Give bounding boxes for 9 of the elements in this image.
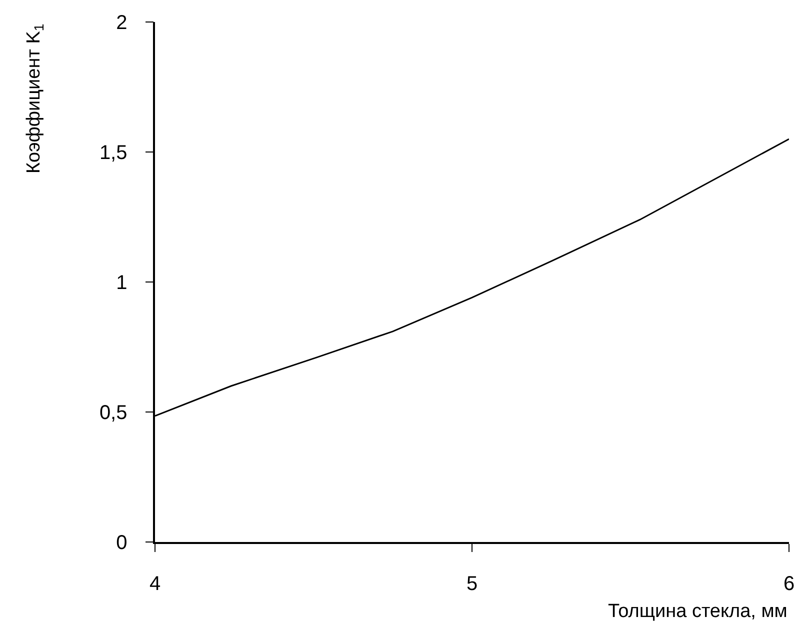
y-tick-label: 1,5 xyxy=(99,142,128,164)
y-tick-label: 0,5 xyxy=(99,402,128,424)
y-tick-label: 2 xyxy=(116,12,128,34)
x-axis-title: Толщина стекла, мм xyxy=(608,601,788,622)
y-tick-label: 0 xyxy=(116,532,128,554)
x-tick-label: 4 xyxy=(149,572,161,595)
x-tick-label: 5 xyxy=(466,572,478,595)
x-tick-label: 6 xyxy=(783,572,795,595)
y-tick-label: 1 xyxy=(116,272,128,294)
